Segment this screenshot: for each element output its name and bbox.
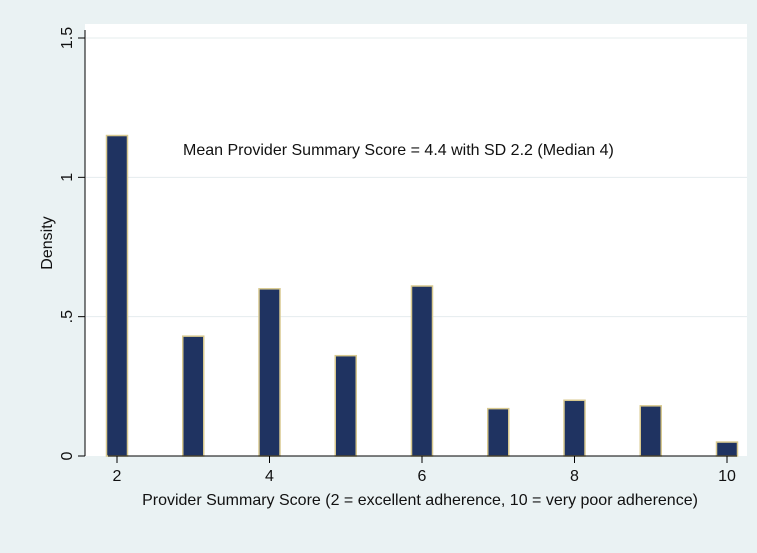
bar [639,405,662,457]
bar [563,399,586,457]
bar [258,288,281,457]
x-tick-label: 8 [570,468,579,485]
bar [182,335,205,457]
x-axis-ticks: 2 4 6 8 10 [113,456,736,485]
bar [487,407,510,457]
x-tick-label: 4 [265,468,274,485]
y-axis-title: Density [39,216,56,269]
x-tick-label: 10 [718,468,736,485]
bar [715,441,739,457]
bar [105,134,129,457]
bar [410,285,434,457]
annotation-text: Mean Provider Summary Score = 4.4 with S… [183,142,614,159]
y-axis-ticks: 0 .5 1 1.5 [59,27,85,460]
x-axis-title: Provider Summary Score (2 = excellent ad… [142,492,698,509]
y-tick-label: .5 [59,310,76,323]
x-tick-label: 6 [418,468,427,485]
x-tick-label: 2 [113,468,122,485]
y-tick-label: 1.5 [59,27,76,49]
y-tick-label: 0 [59,451,76,460]
bar [334,354,357,457]
y-tick-label: 1 [59,173,76,182]
bars [105,134,739,457]
